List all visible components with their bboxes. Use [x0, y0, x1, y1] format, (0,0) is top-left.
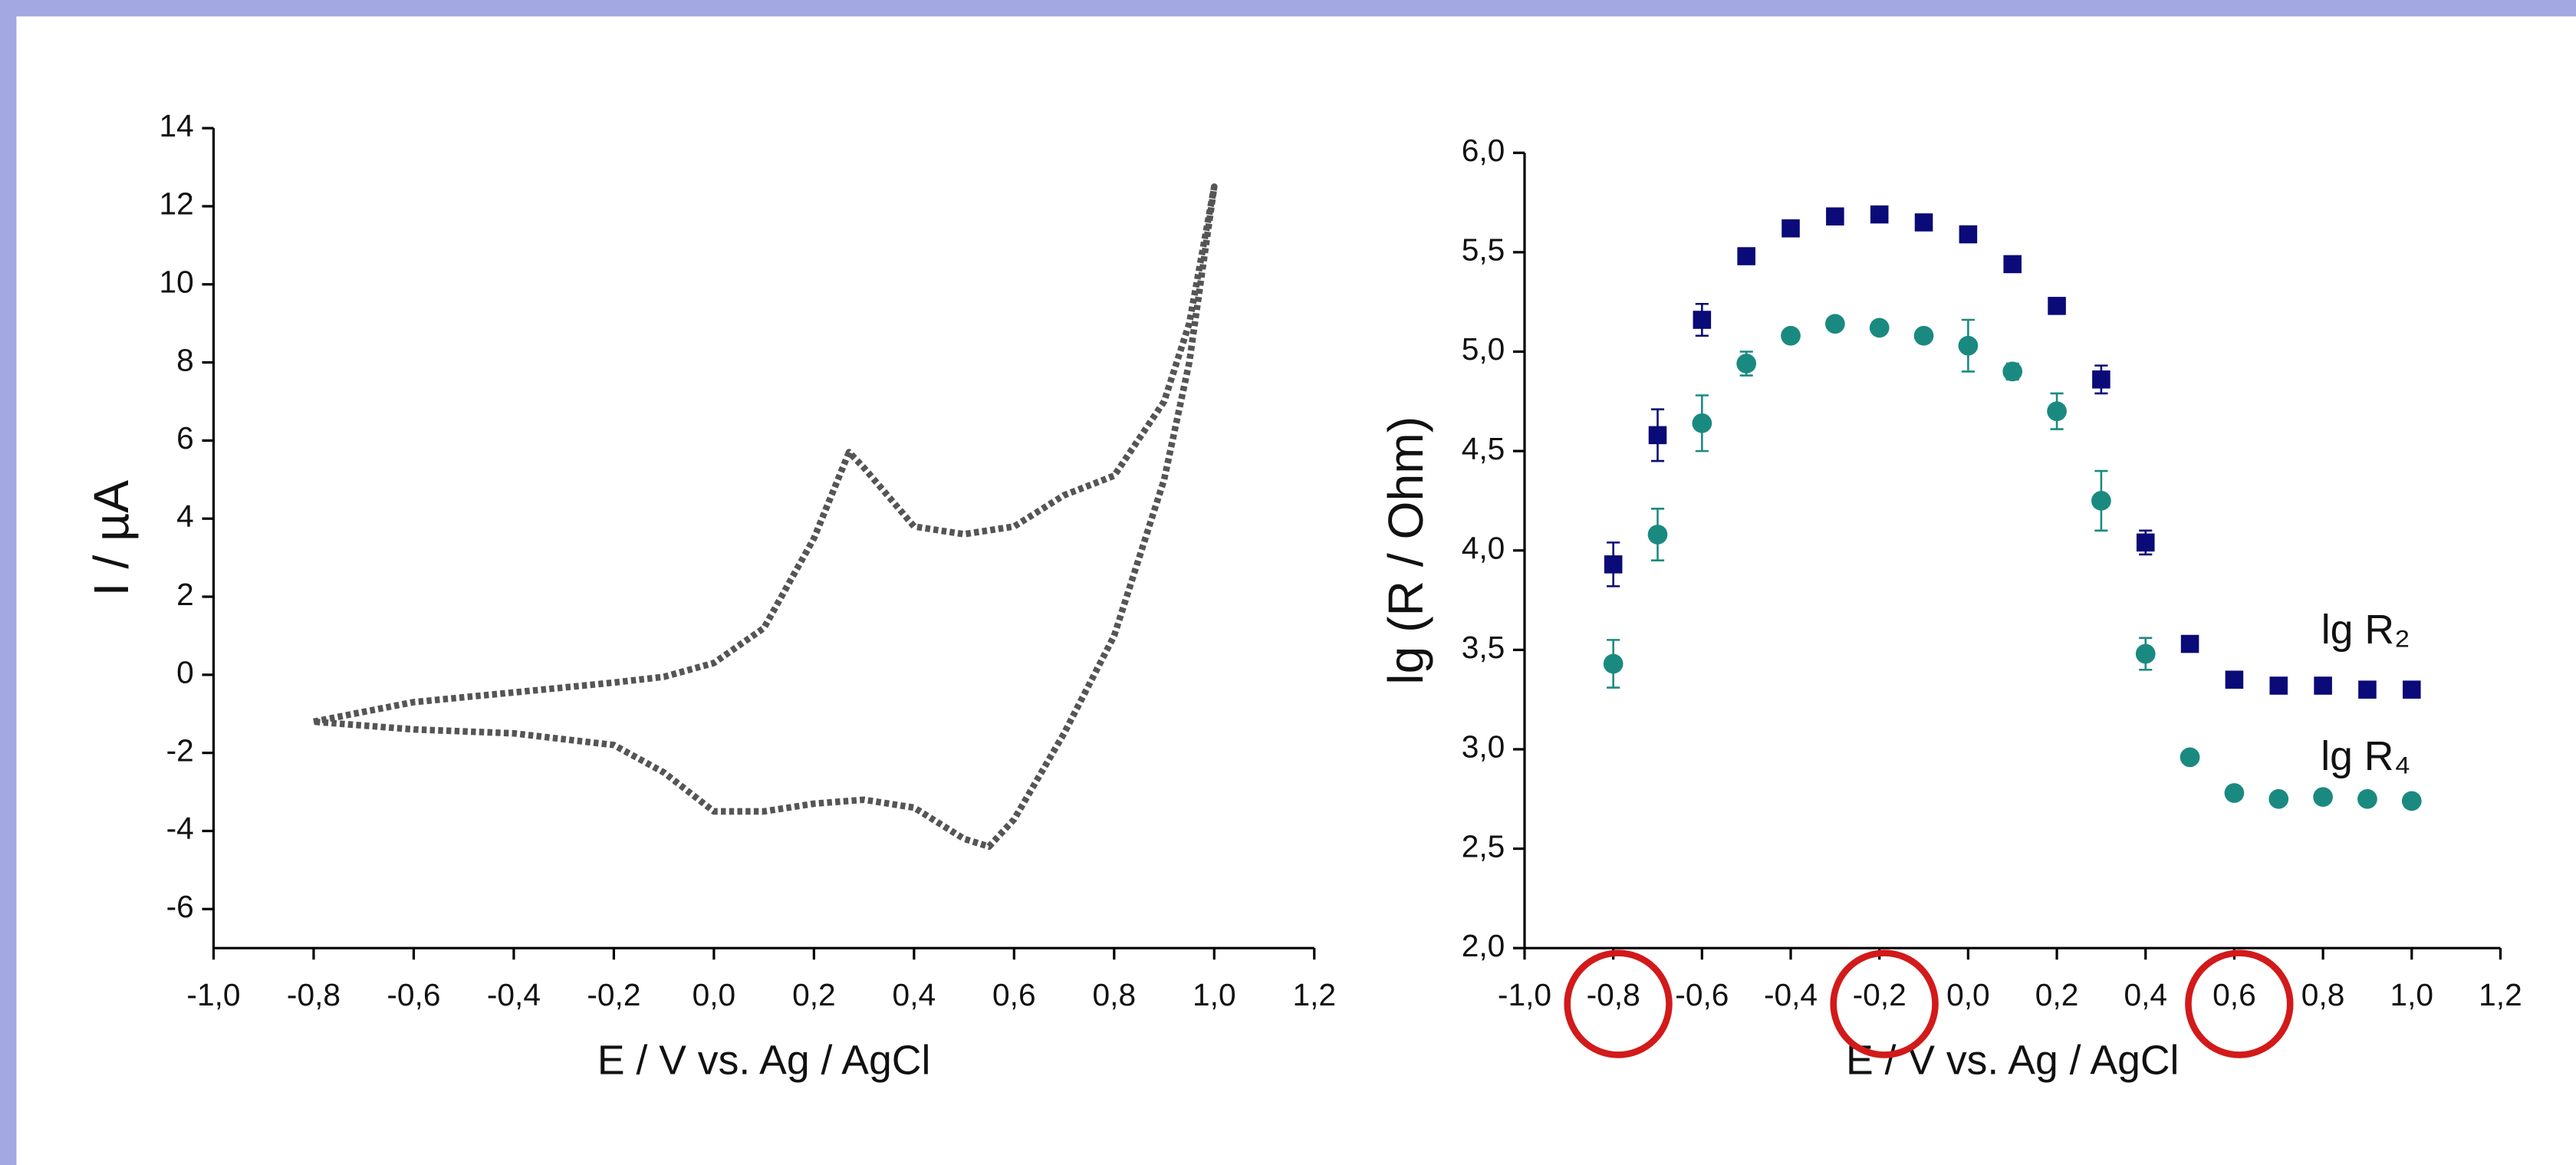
data-point [1959, 225, 1978, 244]
y-tick-label: 5,5 [1462, 232, 1505, 268]
y-tick-label: 2,5 [1462, 828, 1505, 864]
highlight-circle [2185, 949, 2294, 1058]
data-point [1870, 205, 1889, 224]
data-point [2180, 634, 2199, 653]
series-label: lg R₂ [2321, 607, 2410, 653]
data-point [1692, 413, 1712, 433]
x-tick-label: -0,2 [587, 977, 640, 1012]
data-point [1826, 207, 1844, 225]
x-tick-label: -1,0 [1498, 977, 1551, 1012]
y-tick-label: 3,5 [1462, 630, 1505, 665]
data-point [2358, 680, 2377, 699]
y-tick-label: 4 [176, 499, 194, 534]
x-tick-label: 0,2 [2035, 977, 2079, 1012]
x-tick-label: 1,2 [2479, 977, 2522, 1012]
x-tick-label: 1,0 [2390, 977, 2433, 1012]
highlight-circle [1830, 949, 1939, 1058]
x-tick-label: 0,0 [1946, 977, 1990, 1012]
x-tick-label: -0,8 [287, 977, 341, 1012]
x-tick-label: 0,4 [2124, 977, 2167, 1012]
data-point [1958, 335, 1979, 356]
x-tick-label: -0,2 [1853, 977, 1907, 1012]
data-point [2269, 676, 2288, 695]
y-tick-label: 3,0 [1462, 729, 1505, 765]
y-axis-label: lg (R / Ohm) [1378, 416, 1433, 685]
y-tick-label: 10 [160, 264, 194, 299]
y-tick-label: 4,0 [1462, 530, 1505, 565]
x-tick-label: 0,0 [693, 977, 736, 1012]
data-point [1737, 247, 1755, 265]
y-tick-label: 2 [176, 577, 194, 612]
x-tick-label: 1,0 [1193, 977, 1236, 1012]
data-point [2357, 788, 2377, 809]
x-tick-label: -0,8 [1587, 977, 1640, 1012]
y-tick-label: 5,0 [1462, 331, 1505, 367]
data-point [2224, 783, 2245, 803]
y-tick-label: 8 [176, 342, 194, 377]
y-tick-label: 6,0 [1462, 133, 1505, 168]
data-point [2048, 297, 2066, 315]
x-axis-label: E / V vs. Ag / AgCl [597, 1038, 931, 1083]
x-tick-label: 0,6 [992, 977, 1036, 1012]
y-tick-label: -2 [166, 732, 194, 768]
plots: -1,0 -0,8 -0,6 -0,4 -0,2 0,0 0,2 0,4 0,6 0,8 1,0 1,… [84, 108, 2522, 1083]
data-point [2091, 491, 2111, 511]
y-tick-label: -6 [166, 889, 194, 924]
x-tick-label: -0,6 [1675, 977, 1729, 1012]
data-point [2402, 680, 2421, 699]
data-point [1913, 325, 1934, 346]
data-point [2180, 747, 2200, 768]
data-point [2002, 361, 2023, 382]
x-tick-label: 0,6 [2212, 977, 2256, 1012]
y-tick-label: 12 [160, 186, 194, 222]
data-point [2136, 533, 2155, 552]
x-tick-label: -1,0 [186, 977, 240, 1012]
data-point [1914, 213, 1933, 232]
data-point [2314, 676, 2332, 695]
data-point [2135, 643, 2156, 664]
y-tick-label: 14 [160, 108, 194, 143]
data-point [1781, 219, 1800, 238]
data-point [2268, 788, 2289, 809]
x-tick-label: -0,4 [1764, 977, 1818, 1012]
x-tick-label: 0,2 [792, 977, 836, 1012]
data-point [2003, 255, 2022, 274]
data-point [1647, 525, 1668, 545]
x-tick-label: -0,6 [387, 977, 440, 1012]
x-tick-label: -0,4 [487, 977, 541, 1012]
x-tick-label: 0,8 [1093, 977, 1137, 1012]
data-point [2313, 787, 2333, 808]
y-tick-label: 6 [176, 420, 194, 456]
y-axis-label: I / µA [84, 480, 139, 596]
data-point [2225, 670, 2244, 689]
cv-curve [313, 183, 1218, 851]
data-point [2047, 401, 2067, 422]
y-tick-label: -4 [166, 811, 194, 846]
highlight-circle [1564, 949, 1673, 1058]
x-tick-label: 0,4 [893, 977, 936, 1012]
data-point [1648, 426, 1667, 445]
data-point [1781, 325, 1801, 346]
y-tick-label: 4,5 [1462, 431, 1505, 466]
data-point [1603, 653, 1624, 674]
x-axis-label: E / V vs. Ag / AgCl [1846, 1038, 2180, 1083]
data-point [2401, 791, 2422, 811]
data-point [2092, 370, 2110, 389]
y-tick-label: 0 [176, 655, 194, 690]
x-tick-label: 0,8 [2301, 977, 2345, 1012]
y-tick-label: 2,0 [1462, 928, 1505, 963]
data-point [1693, 311, 1712, 329]
data-point [1869, 318, 1890, 338]
x-tick-label: 1,2 [1292, 977, 1336, 1012]
data-point [1736, 354, 1757, 374]
data-point [1604, 555, 1623, 574]
series-label: lg R₄ [2321, 734, 2410, 779]
data-point [1825, 314, 1845, 334]
